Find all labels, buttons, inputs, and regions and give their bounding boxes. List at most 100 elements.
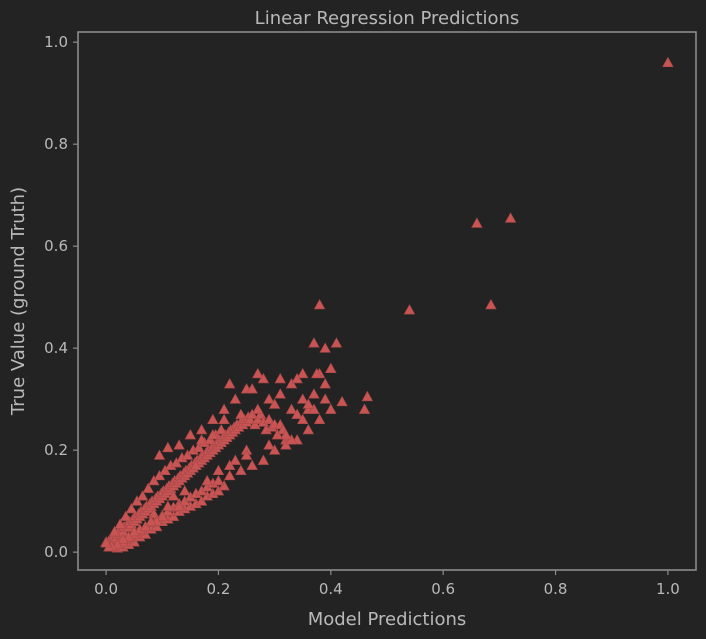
data-point [235,408,247,419]
data-point [223,459,236,470]
data-points [100,56,674,553]
data-point [319,378,331,389]
data-point [181,449,194,460]
x-tick-label: 0.2 [207,580,231,598]
x-axis-label: Model Predictions [308,609,467,630]
x-tick-label: 0.8 [544,580,568,598]
data-point [257,372,270,384]
data-point [297,393,309,404]
data-point [249,418,261,430]
data-point [212,474,225,486]
data-point [313,413,326,425]
plot-frame [77,31,697,571]
x-tick-label: 0.4 [319,580,343,598]
data-point [240,449,253,460]
data-point [162,441,174,453]
x-tick-label: 1.0 [656,580,680,598]
data-point [291,408,303,419]
data-point [195,434,208,445]
data-point [229,454,242,465]
data-point [162,500,174,511]
y-tick-label: 0.6 [44,237,68,255]
y-tick-label: 0.2 [44,441,68,459]
data-point [173,439,185,450]
data-point [117,533,129,544]
data-point [302,398,315,409]
data-point [136,490,149,501]
data-point [148,508,160,519]
data-point [195,495,208,506]
x-tick-label: 0.0 [94,580,118,598]
data-point [257,454,270,465]
y-axis: 0.0 0.2 0.4 0.6 0.8 1.0 [44,33,78,561]
data-point [297,413,309,425]
data-point [167,510,180,521]
data-point [291,372,303,384]
data-point [268,398,281,409]
data-point [252,367,264,379]
data-point [244,413,256,425]
data-point [325,362,337,374]
data-point [179,485,191,496]
data-point [128,525,140,537]
data-point [280,429,292,440]
data-point [125,502,138,514]
data-point [311,367,323,379]
data-point [108,525,121,537]
data-point [173,500,185,511]
data-point [263,393,275,404]
data-point [361,390,374,402]
data-point [223,378,236,389]
data-point [308,403,320,414]
data-point [218,403,230,414]
data-point [471,217,483,228]
data-point [193,441,205,453]
data-point [153,449,166,460]
data-point [254,408,267,419]
data-point [159,464,171,476]
data-point [122,531,135,542]
data-point [285,434,298,445]
data-point [190,459,202,470]
data-point [215,423,227,435]
data-point [263,439,275,450]
data-point [330,337,343,348]
data-point [212,485,225,496]
data-point [153,469,166,481]
data-point [204,434,216,445]
y-axis-label: True Value (ground Truth) [8,187,29,416]
data-point [285,378,298,389]
data-point [268,444,281,455]
data-point [263,413,275,425]
data-point [297,367,309,379]
data-point [271,429,284,440]
data-point [319,393,331,404]
data-point [504,212,517,223]
data-point [207,429,219,440]
data-point [218,413,230,425]
data-point [156,510,168,521]
data-point [662,56,674,68]
data-point [336,395,348,407]
data-point [274,388,286,399]
data-point [235,464,247,476]
data-point [319,342,331,353]
chart-title: Linear Regression Predictions [255,8,520,29]
y-tick-label: 0.0 [44,543,68,561]
data-point [302,423,315,435]
data-point [148,474,160,486]
data-point [114,518,126,529]
data-point [325,403,337,414]
data-point [218,480,230,491]
data-point [167,490,180,501]
data-point [308,388,320,399]
data-point [100,537,112,548]
x-axis: 0.0 0.2 0.4 0.6 0.8 1.0 [94,570,680,598]
data-point [142,482,154,493]
data-point [285,403,298,414]
data-point [212,464,225,476]
data-point [308,337,320,348]
data-point [485,299,497,310]
data-point [207,413,219,425]
